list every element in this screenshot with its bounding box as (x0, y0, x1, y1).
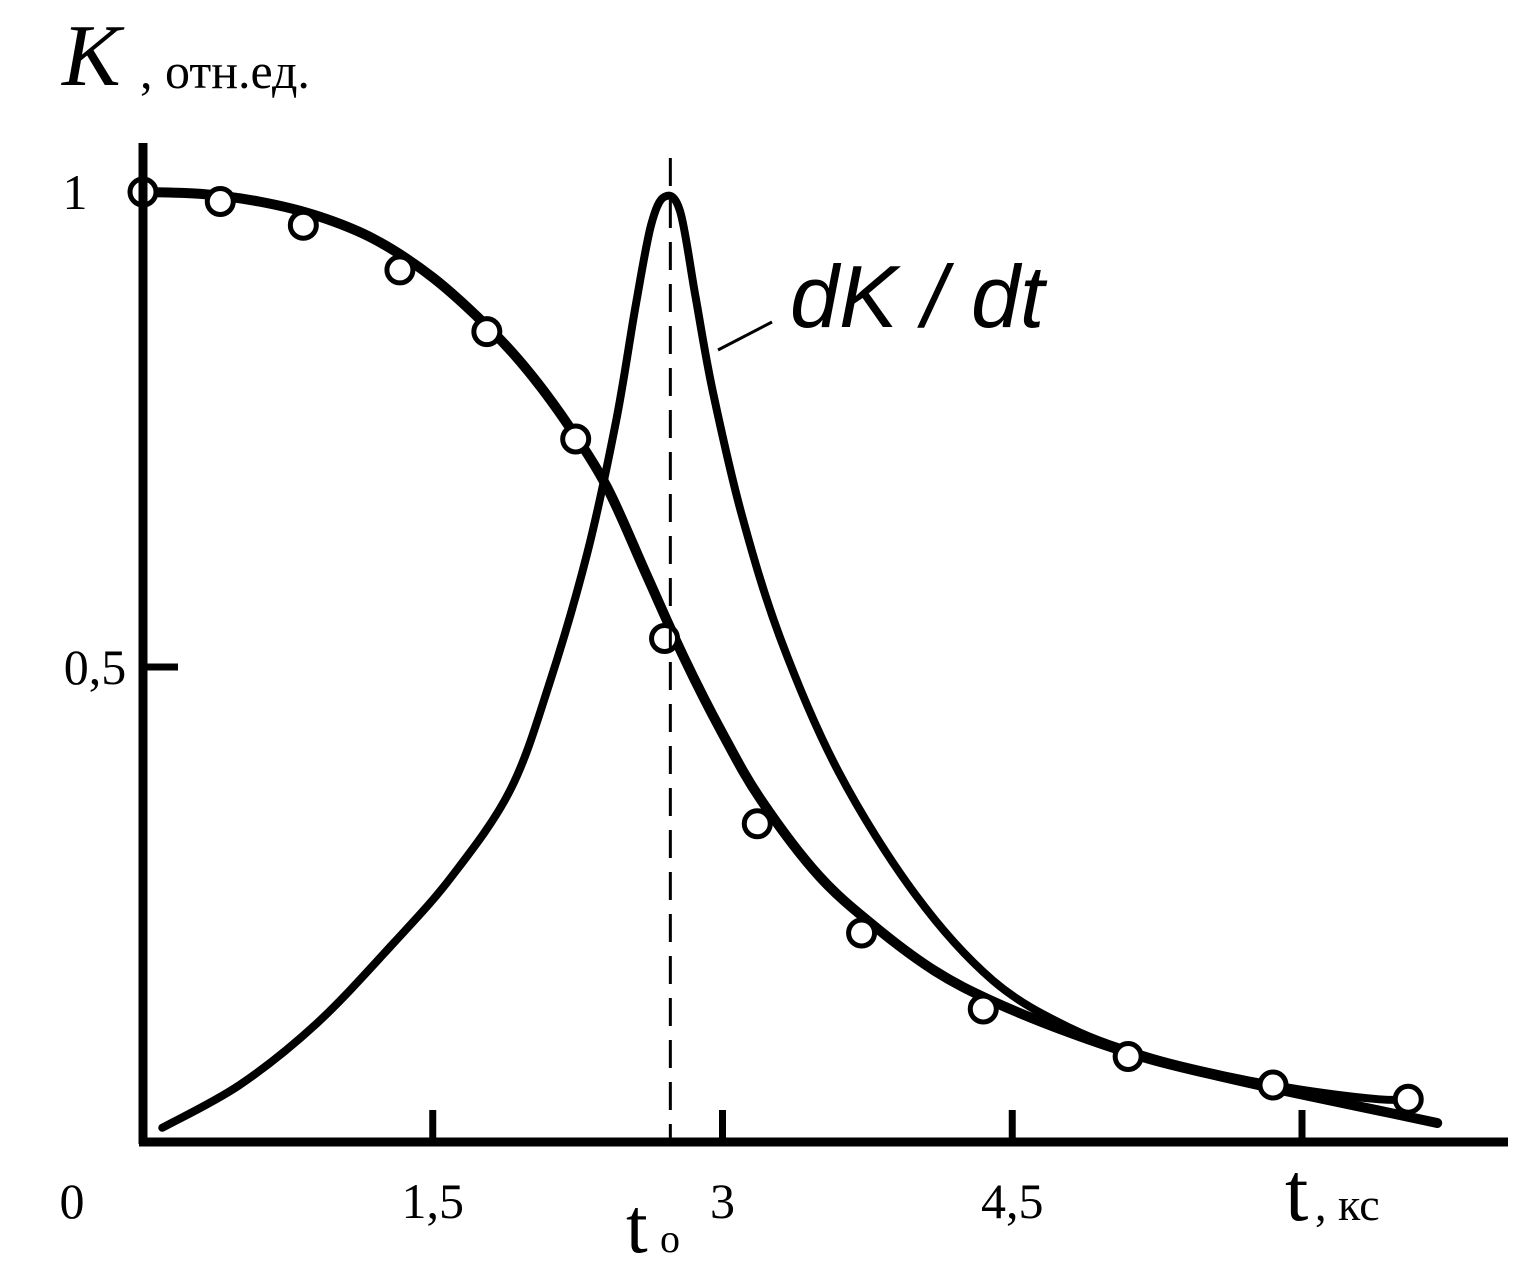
data-point-k (1257, 1069, 1289, 1101)
data-point-k (384, 254, 416, 286)
curves-layer (138, 187, 1443, 1132)
y-tick-label: 1 (63, 164, 88, 220)
y-axis-unit: , отн.ед. (140, 43, 310, 99)
data-point-k (967, 993, 999, 1025)
data-point-k (1112, 1041, 1144, 1072)
t0-subscript: o (660, 1216, 680, 1261)
y-tick-label: 0,5 (64, 639, 127, 695)
y-axis-label: K (60, 8, 125, 105)
annotation-leader-line (717, 320, 773, 352)
data-point-k (471, 316, 503, 348)
data-point-k (287, 209, 319, 241)
labels-layer: K , отн.ед. t , кс 0 dK / dt t o (60, 8, 1380, 1262)
x-tick-label: 1,5 (402, 1173, 465, 1229)
x-axis-unit: , кс (1315, 1179, 1380, 1230)
x-tick-label: 4,5 (981, 1173, 1044, 1229)
series-line-k (138, 187, 1443, 1128)
origin-label: 0 (60, 1173, 85, 1229)
data-point-k (741, 808, 773, 840)
x-axis-label: t (1285, 1146, 1308, 1239)
data-point-k (560, 423, 592, 455)
series-label-dkdt: dK / dt (790, 247, 1048, 346)
data-point-k (204, 186, 236, 217)
data-point-k (649, 623, 681, 654)
points-layer (127, 176, 1424, 1115)
data-point-k (846, 917, 878, 949)
x-tick-label: 3 (710, 1173, 735, 1229)
t0-label: t (626, 1182, 648, 1262)
axes-layer: 1,5 3 4,5 0,5 1 (63, 143, 1508, 1229)
data-point-k (1392, 1083, 1424, 1115)
